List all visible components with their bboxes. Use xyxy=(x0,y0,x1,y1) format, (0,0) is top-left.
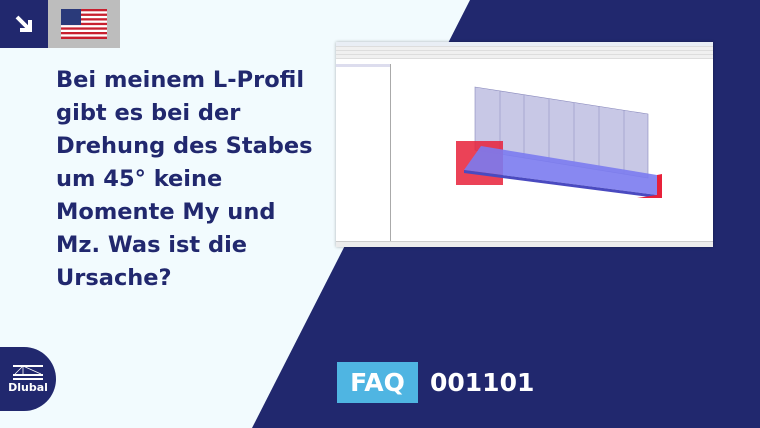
faq-badge: FAQ xyxy=(337,362,418,403)
us-flag-icon xyxy=(61,9,107,39)
arrow-down-right-icon xyxy=(15,15,32,32)
software-screenshot xyxy=(336,42,713,247)
project-navigator xyxy=(336,64,391,242)
dlubal-logo[interactable]: Dlubal xyxy=(0,347,56,411)
language-selector[interactable] xyxy=(48,0,120,48)
3d-model-view xyxy=(456,86,662,198)
logo-text: Dlubal xyxy=(8,380,48,394)
corner-badge[interactable] xyxy=(0,0,48,48)
faq-number: 001101 xyxy=(430,368,535,397)
faq-question-title: Bei meinem L-Profil gibt es bei der Dreh… xyxy=(56,67,313,291)
bridge-logo-icon xyxy=(13,364,43,380)
